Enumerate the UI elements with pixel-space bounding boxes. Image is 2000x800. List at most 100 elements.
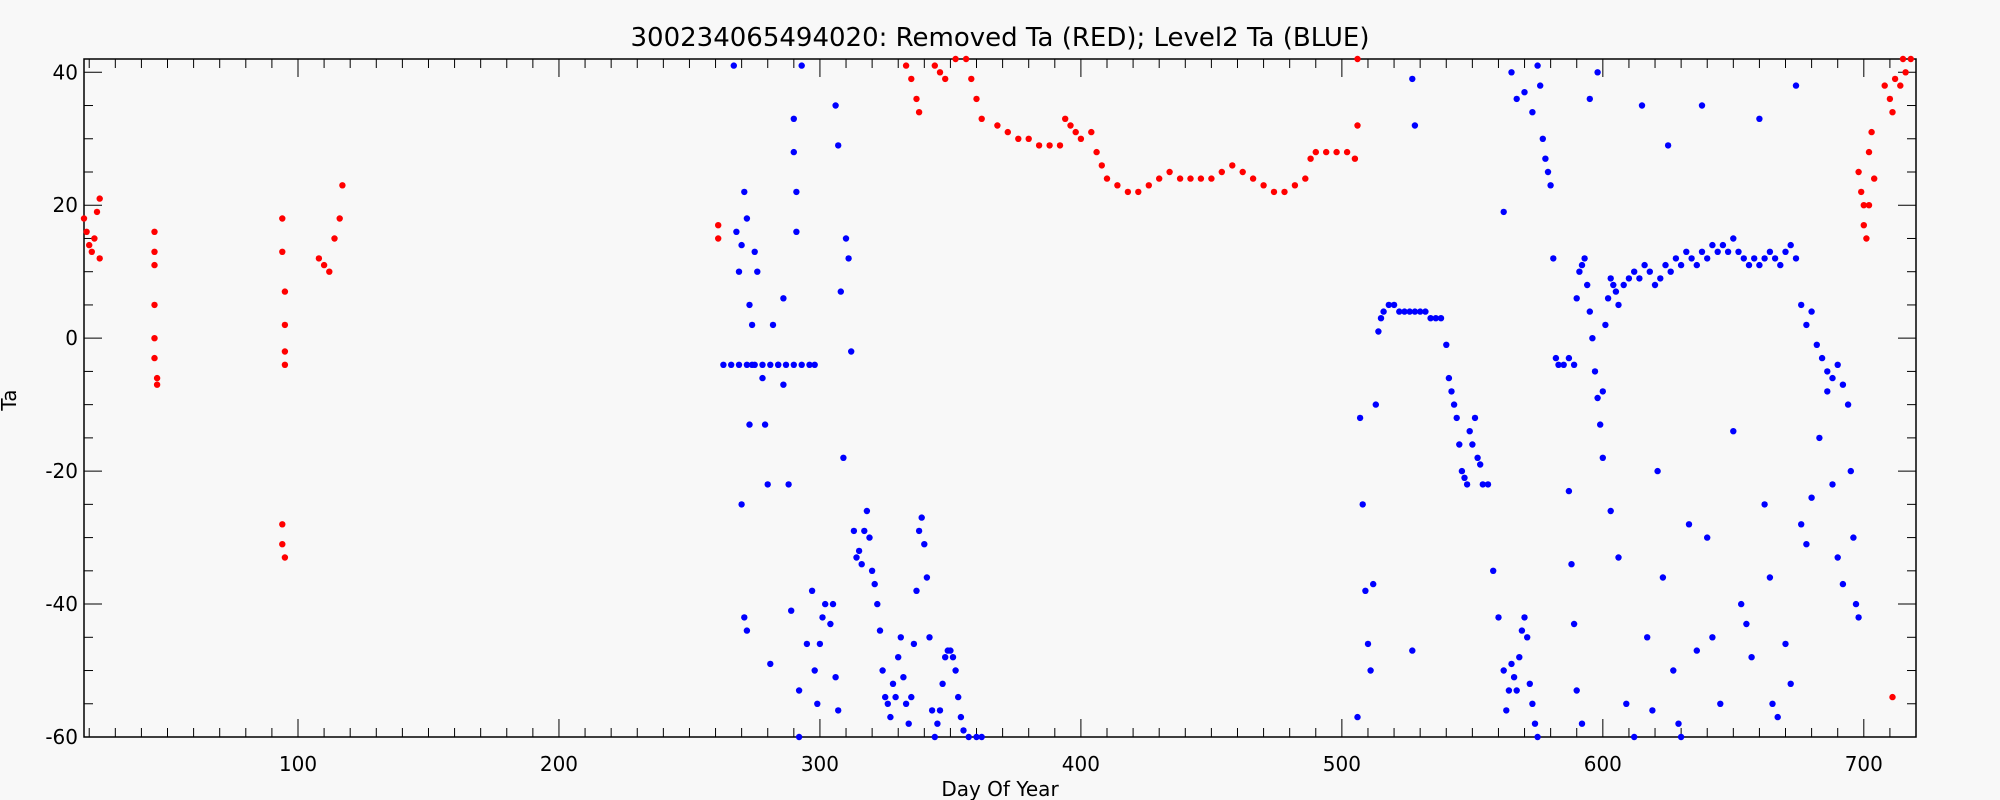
red-data-point xyxy=(1889,109,1896,116)
blue-data-point xyxy=(790,148,797,156)
blue-data-point xyxy=(1422,308,1429,315)
blue-data-point xyxy=(1766,248,1774,255)
blue-data-point xyxy=(1756,261,1763,269)
blue-data-point xyxy=(1518,627,1526,634)
blue-data-point xyxy=(871,580,878,588)
red-data-point xyxy=(1886,95,1894,103)
red-data-point xyxy=(1124,188,1132,196)
blue-data-point xyxy=(767,660,774,668)
red-data-point xyxy=(1871,175,1878,182)
blue-data-point xyxy=(1677,261,1685,269)
red-data-point xyxy=(1302,175,1309,182)
blue-data-point xyxy=(748,321,756,329)
blue-data-point xyxy=(902,700,910,707)
red-data-point xyxy=(962,55,970,63)
red-data-point xyxy=(1176,175,1184,182)
red-data-point xyxy=(1858,188,1865,196)
red-data-point xyxy=(151,335,158,342)
red-data-point xyxy=(336,215,343,222)
blue-data-point xyxy=(955,693,962,701)
blue-data-point xyxy=(1570,620,1578,628)
red-data-point xyxy=(1270,188,1278,196)
blue-data-point xyxy=(1477,461,1484,468)
y-axis-label: Ta xyxy=(0,389,21,411)
red-data-point xyxy=(913,95,920,103)
blue-data-point xyxy=(775,361,782,368)
blue-data-point xyxy=(1542,155,1549,162)
x-axis-label: Day Of Year xyxy=(941,777,1059,800)
blue-data-point xyxy=(1591,368,1599,375)
blue-data-point xyxy=(1372,401,1380,408)
x-tick-label: 200 xyxy=(540,752,578,776)
blue-data-point xyxy=(738,501,745,508)
blue-data-point xyxy=(853,554,860,561)
blue-data-point xyxy=(1524,634,1531,641)
blue-data-point xyxy=(759,374,766,382)
blue-data-point xyxy=(1824,368,1831,375)
blue-data-point xyxy=(1730,235,1737,242)
red-data-point xyxy=(1114,182,1121,189)
blue-data-point xyxy=(1385,301,1393,309)
blue-data-point xyxy=(1685,521,1693,528)
red-data-point xyxy=(1863,235,1870,242)
blue-data-point xyxy=(1362,587,1369,594)
blue-data-point xyxy=(1474,454,1481,461)
plot-area: 100 200 300 400 500 600 700 -60 -40 -20 0 20 40 xyxy=(45,55,1917,776)
blue-data-point xyxy=(1850,534,1857,541)
red-data-point xyxy=(339,182,346,189)
blue-data-point xyxy=(754,268,761,275)
red-data-point xyxy=(715,222,722,229)
blue-data-point xyxy=(741,188,748,196)
red-data-point xyxy=(1098,162,1106,169)
blue-data-point xyxy=(1829,374,1836,382)
blue-data-point xyxy=(1411,122,1419,129)
blue-data-point xyxy=(832,674,839,681)
blue-data-point xyxy=(855,547,863,555)
red-data-point xyxy=(1239,168,1246,176)
blue-data-point xyxy=(863,507,871,515)
red-data-point xyxy=(151,261,158,269)
blue-data-point xyxy=(1662,261,1669,269)
blue-data-point xyxy=(913,587,920,594)
blue-data-point xyxy=(1599,454,1607,461)
blue-data-point xyxy=(1505,687,1513,694)
blue-data-point xyxy=(949,654,957,661)
blue-data-point xyxy=(816,640,824,648)
blue-data-point xyxy=(1417,308,1424,315)
red-data-point xyxy=(1088,128,1095,136)
blue-data-point xyxy=(741,614,748,621)
blue-data-point xyxy=(1586,308,1594,315)
blue-data-point xyxy=(769,321,777,329)
blue-data-point xyxy=(1672,255,1680,262)
blue-data-point xyxy=(1717,700,1724,707)
blue-data-point xyxy=(1565,487,1573,495)
blue-data-point xyxy=(808,587,816,594)
blue-data-point xyxy=(746,421,753,428)
red-data-point xyxy=(936,69,944,76)
blue-data-point xyxy=(965,733,972,741)
blue-data-point xyxy=(1704,534,1711,541)
blue-data-point xyxy=(1852,600,1860,608)
blue-data-point xyxy=(1675,720,1682,727)
blue-data-point xyxy=(1463,481,1471,488)
blue-data-point xyxy=(918,514,925,521)
blue-data-point xyxy=(1534,733,1541,741)
blue-data-point xyxy=(738,241,745,249)
blue-data-point xyxy=(733,228,740,235)
blue-data-point xyxy=(1709,634,1716,641)
blue-data-point xyxy=(1406,308,1413,315)
blue-data-point xyxy=(795,687,803,694)
blue-data-point xyxy=(1787,241,1794,249)
blue-data-point xyxy=(928,707,936,714)
blue-data-point xyxy=(1677,733,1685,741)
red-data-point xyxy=(1312,148,1320,156)
blue-data-point xyxy=(1594,69,1601,76)
y-tick-label: 20 xyxy=(53,193,78,217)
blue-data-point xyxy=(1375,328,1382,335)
blue-data-point xyxy=(874,600,881,608)
blue-data-point xyxy=(1724,248,1732,255)
blue-data-point xyxy=(861,527,868,535)
blue-data-point xyxy=(1555,361,1562,368)
blue-data-point xyxy=(1803,321,1810,329)
red-data-point xyxy=(80,215,88,222)
